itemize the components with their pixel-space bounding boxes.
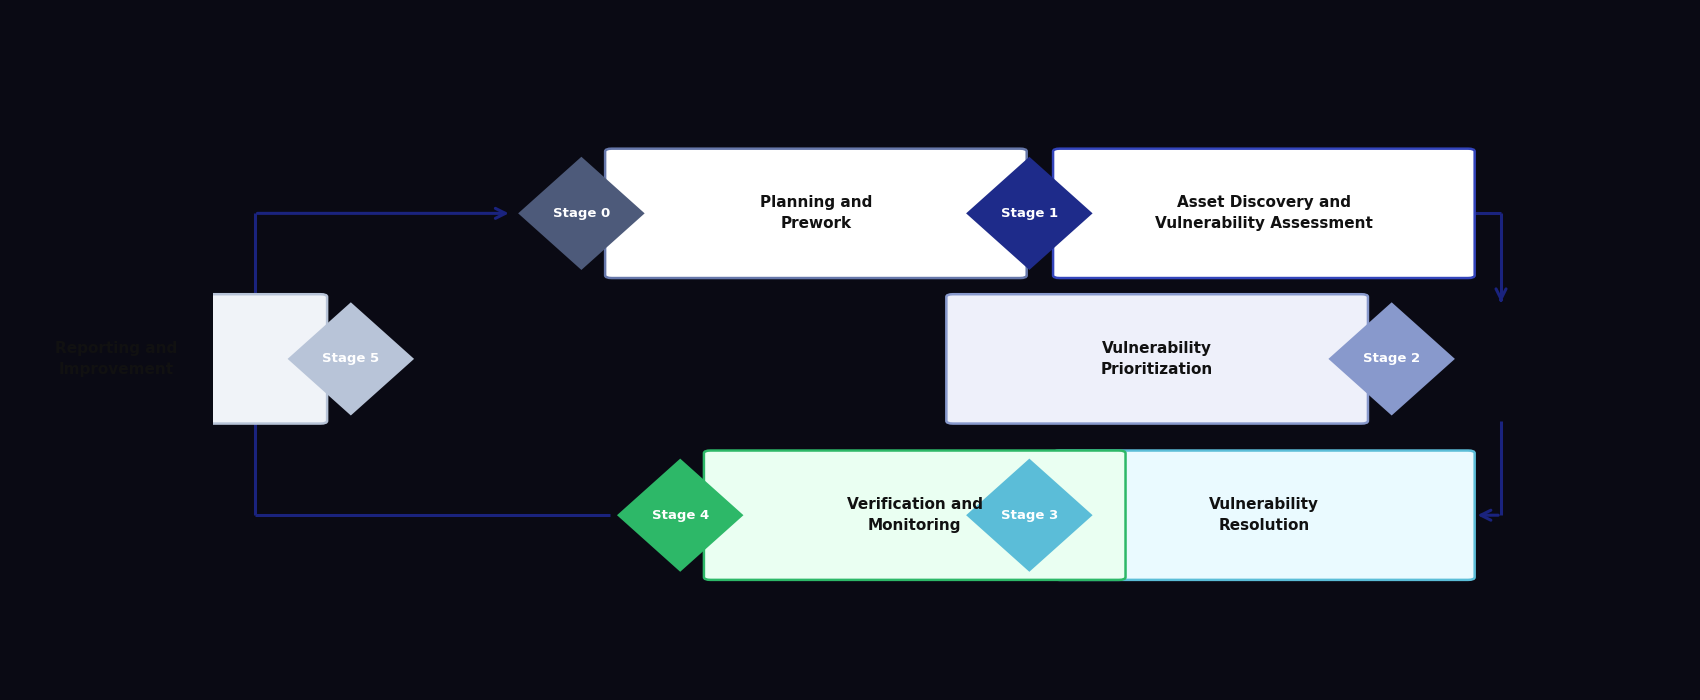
Text: Stage 3: Stage 3 (1001, 509, 1057, 522)
Text: Stage 4: Stage 4 (651, 509, 709, 522)
Text: Stage 5: Stage 5 (323, 352, 379, 365)
Polygon shape (518, 157, 644, 270)
Text: Asset Discovery and
Vulnerability Assessment: Asset Discovery and Vulnerability Assess… (1154, 195, 1374, 232)
FancyBboxPatch shape (704, 451, 1125, 580)
FancyBboxPatch shape (0, 294, 326, 424)
FancyBboxPatch shape (1052, 451, 1474, 580)
FancyBboxPatch shape (947, 294, 1368, 424)
Text: Vulnerability
Resolution: Vulnerability Resolution (1209, 497, 1319, 533)
FancyBboxPatch shape (605, 148, 1027, 278)
Text: Stage 2: Stage 2 (1363, 352, 1420, 365)
Text: Vulnerability
Prioritization: Vulnerability Prioritization (1102, 341, 1214, 377)
Polygon shape (966, 157, 1093, 270)
Polygon shape (287, 302, 415, 416)
Text: Stage 1: Stage 1 (1001, 207, 1057, 220)
Text: Planning and
Prework: Planning and Prework (760, 195, 872, 232)
Text: Verification and
Monitoring: Verification and Monitoring (847, 497, 983, 533)
FancyBboxPatch shape (1052, 148, 1474, 278)
Text: Reporting and
Improvement: Reporting and Improvement (54, 341, 177, 377)
Polygon shape (617, 458, 743, 572)
Polygon shape (966, 458, 1093, 572)
Text: Stage 0: Stage 0 (552, 207, 610, 220)
Polygon shape (1328, 302, 1455, 416)
